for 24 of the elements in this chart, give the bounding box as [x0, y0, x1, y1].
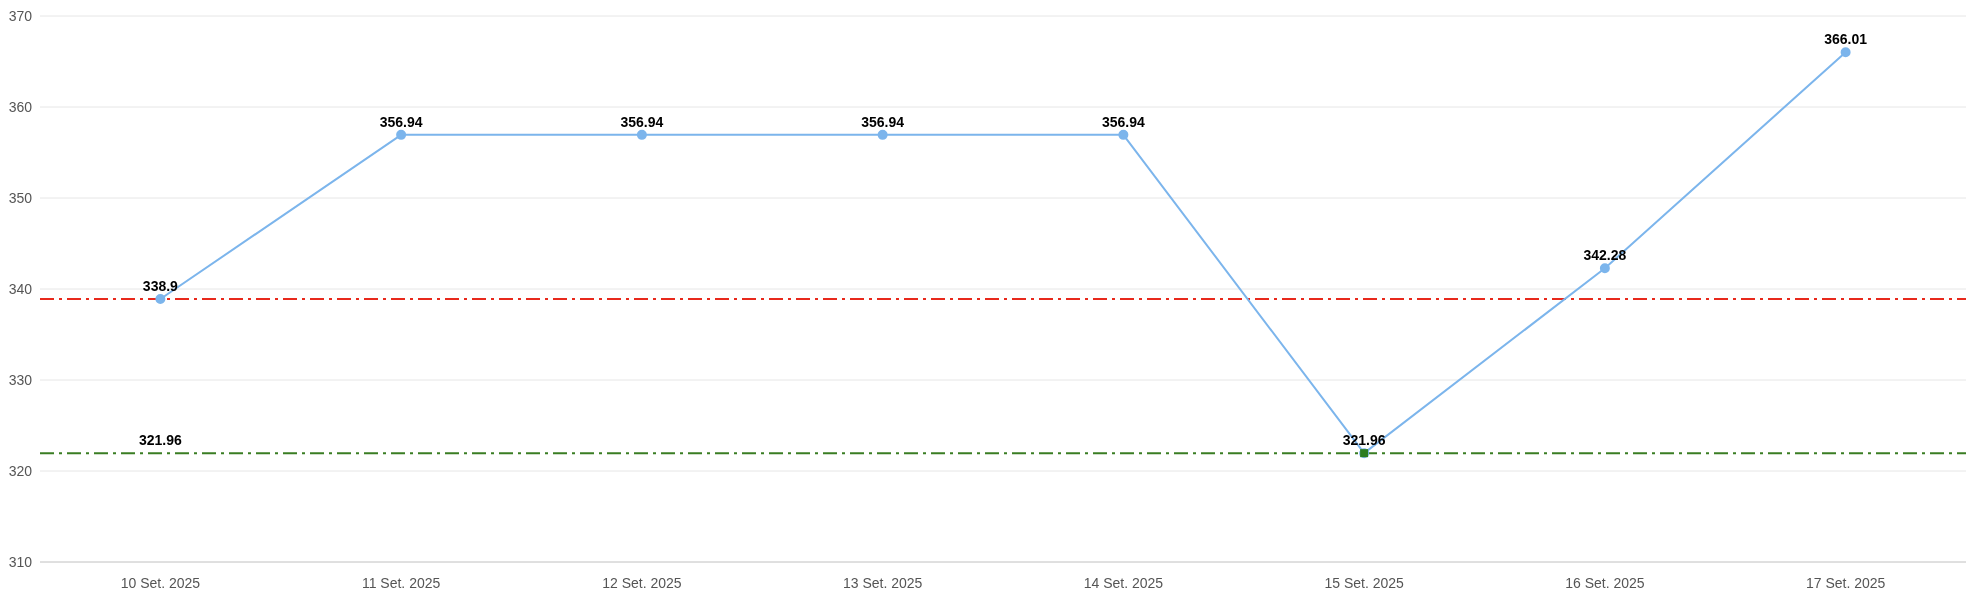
x-tick-label: 17 Set. 2025 — [1805, 574, 1886, 591]
y-tick-label: 340 — [8, 280, 33, 297]
data-label: 366.01 — [1824, 31, 1868, 48]
data-label: 342.28 — [1583, 247, 1627, 264]
x-tick-label: 11 Set. 2025 — [361, 574, 441, 591]
y-tick-label: 330 — [8, 371, 33, 388]
y-tick-label: 350 — [8, 189, 33, 206]
y-tick-label: 310 — [8, 553, 33, 570]
x-tick-label: 12 Set. 2025 — [602, 574, 682, 591]
x-tick-label: 16 Set. 2025 — [1565, 574, 1645, 591]
data-label: 338.9 — [142, 278, 179, 295]
y-tick-label: 360 — [8, 98, 33, 115]
x-tick-label: 14 Set. 2025 — [1083, 574, 1164, 591]
x-tick-label: 10 Set. 2025 — [120, 574, 201, 591]
data-label: 356.94 — [620, 113, 664, 130]
data-label: 321.96 — [1342, 432, 1386, 449]
data-label: 356.94 — [861, 113, 905, 130]
data-label: 356.94 — [379, 113, 423, 130]
data-label: 356.94 — [1101, 113, 1145, 130]
x-tick-label: 15 Set. 2025 — [1324, 574, 1405, 591]
y-tick-label: 320 — [8, 462, 33, 479]
x-tick-label: 13 Set. 2025 — [842, 574, 923, 591]
ref-line-label: 321.96 — [138, 432, 182, 449]
y-tick-label: 370 — [8, 7, 33, 24]
